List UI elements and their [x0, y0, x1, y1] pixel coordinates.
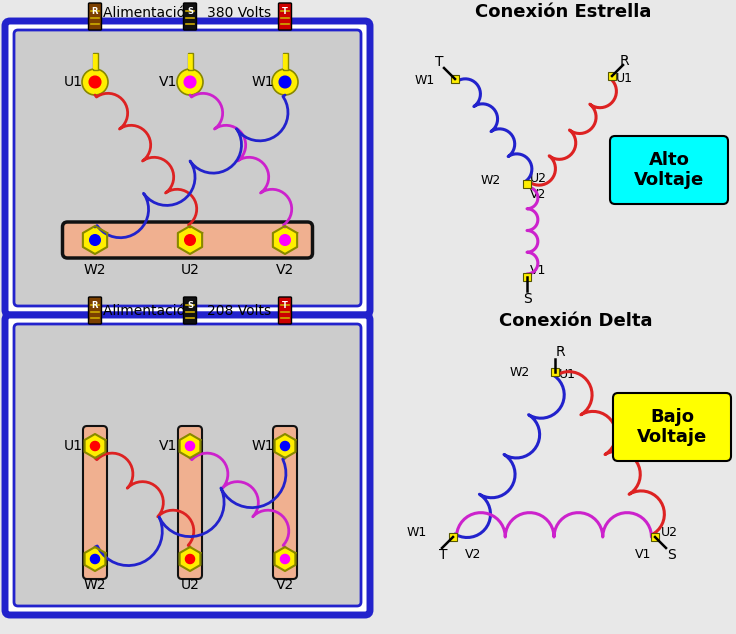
- Text: U2: U2: [530, 172, 547, 184]
- Text: V1: V1: [530, 264, 546, 278]
- Bar: [551, 368, 559, 376]
- Text: Alimentación   208 Volts: Alimentación 208 Volts: [103, 304, 271, 318]
- Circle shape: [91, 441, 99, 451]
- Circle shape: [272, 69, 298, 95]
- Text: T: T: [282, 6, 288, 15]
- Text: U1: U1: [616, 72, 633, 84]
- FancyBboxPatch shape: [278, 297, 291, 324]
- Bar: [283, 53, 288, 70]
- Circle shape: [280, 235, 290, 245]
- Bar: [523, 180, 531, 188]
- Bar: [523, 273, 531, 281]
- Text: T: T: [282, 301, 288, 309]
- Polygon shape: [275, 434, 295, 458]
- FancyBboxPatch shape: [88, 3, 102, 30]
- Circle shape: [185, 235, 195, 245]
- Circle shape: [185, 441, 194, 451]
- FancyBboxPatch shape: [273, 426, 297, 579]
- FancyBboxPatch shape: [14, 324, 361, 606]
- Text: W2: W2: [481, 174, 501, 186]
- Text: S: S: [187, 6, 193, 15]
- FancyBboxPatch shape: [5, 315, 370, 615]
- Circle shape: [279, 76, 291, 88]
- FancyBboxPatch shape: [88, 297, 102, 324]
- Circle shape: [91, 555, 99, 564]
- Bar: [93, 53, 97, 70]
- Polygon shape: [178, 226, 202, 254]
- Bar: [93, 54, 97, 69]
- Text: W2: W2: [84, 578, 106, 592]
- FancyBboxPatch shape: [83, 426, 107, 579]
- Text: T: T: [439, 548, 447, 562]
- Circle shape: [184, 76, 196, 88]
- Text: W1: W1: [407, 526, 427, 540]
- Text: V2: V2: [530, 188, 546, 200]
- Bar: [188, 54, 192, 69]
- Text: U2: U2: [180, 578, 199, 592]
- Text: Conexión Estrella: Conexión Estrella: [475, 3, 651, 21]
- Circle shape: [82, 69, 108, 95]
- Text: U1: U1: [63, 439, 82, 453]
- Polygon shape: [85, 434, 105, 458]
- Bar: [449, 533, 457, 541]
- Circle shape: [280, 555, 289, 564]
- Text: U1: U1: [559, 368, 576, 380]
- FancyBboxPatch shape: [610, 136, 728, 204]
- Polygon shape: [180, 547, 200, 571]
- Circle shape: [185, 555, 194, 564]
- Text: W1: W1: [252, 439, 275, 453]
- Circle shape: [90, 235, 100, 245]
- Polygon shape: [275, 547, 295, 571]
- Text: V1: V1: [159, 439, 177, 453]
- Text: Alto
Voltaje: Alto Voltaje: [634, 151, 704, 190]
- Bar: [651, 533, 659, 541]
- Text: U1: U1: [63, 75, 82, 89]
- FancyBboxPatch shape: [14, 30, 361, 306]
- Polygon shape: [180, 434, 200, 458]
- FancyBboxPatch shape: [613, 393, 731, 461]
- FancyBboxPatch shape: [5, 21, 370, 315]
- Text: W2: W2: [84, 263, 106, 277]
- Text: Alimentación   380 Volts: Alimentación 380 Volts: [103, 6, 271, 20]
- Text: V1: V1: [159, 75, 177, 89]
- Text: R: R: [92, 301, 98, 309]
- Circle shape: [177, 69, 203, 95]
- Polygon shape: [83, 226, 107, 254]
- Text: S: S: [187, 301, 193, 309]
- Text: V2: V2: [276, 263, 294, 277]
- Text: T: T: [435, 55, 443, 69]
- Text: Bajo
Voltaje: Bajo Voltaje: [637, 408, 707, 446]
- FancyBboxPatch shape: [183, 297, 197, 324]
- FancyBboxPatch shape: [178, 426, 202, 579]
- FancyBboxPatch shape: [63, 222, 313, 258]
- Text: U2: U2: [661, 526, 678, 540]
- Bar: [188, 53, 193, 70]
- Text: Conexión Delta: Conexión Delta: [499, 312, 653, 330]
- Circle shape: [89, 76, 101, 88]
- FancyBboxPatch shape: [278, 3, 291, 30]
- Text: W1: W1: [415, 75, 435, 87]
- Text: S: S: [667, 548, 676, 562]
- Polygon shape: [85, 547, 105, 571]
- Polygon shape: [273, 226, 297, 254]
- Text: S: S: [523, 292, 531, 306]
- Text: W1: W1: [252, 75, 275, 89]
- Bar: [451, 75, 459, 83]
- Text: R: R: [619, 54, 629, 68]
- Text: V1: V1: [634, 548, 651, 562]
- Text: V2: V2: [276, 578, 294, 592]
- Text: R: R: [92, 6, 98, 15]
- Text: V2: V2: [465, 548, 481, 562]
- Bar: [608, 72, 616, 80]
- FancyBboxPatch shape: [183, 3, 197, 30]
- Text: R: R: [555, 345, 565, 359]
- Text: U2: U2: [180, 263, 199, 277]
- Bar: [283, 54, 287, 69]
- Text: W2: W2: [510, 365, 530, 378]
- Circle shape: [280, 441, 289, 451]
